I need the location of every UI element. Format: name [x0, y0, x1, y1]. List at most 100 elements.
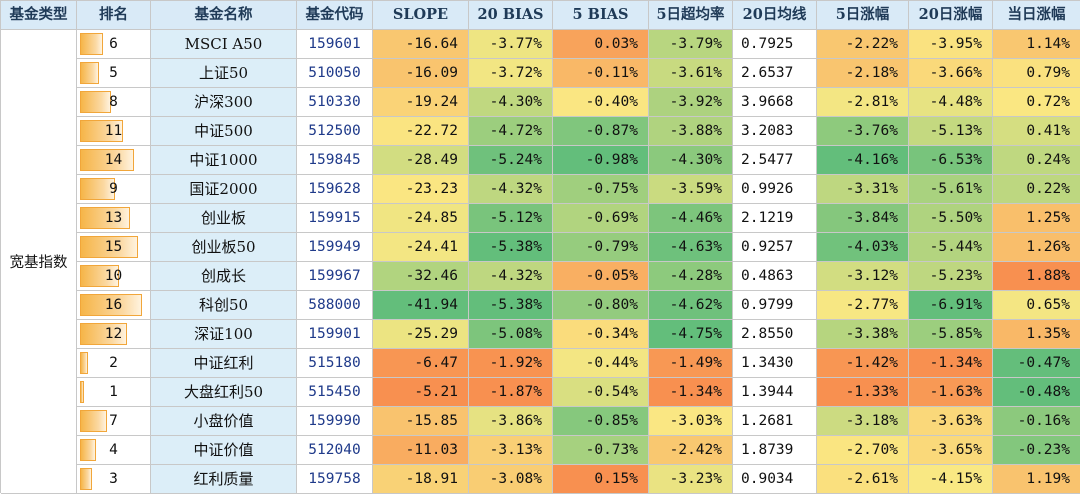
rank-value: 2: [109, 355, 118, 371]
bias20-cell: -5.08%: [469, 320, 553, 349]
rank-databar: [80, 178, 115, 200]
rank-cell: 12: [77, 320, 151, 349]
bias20-cell: -4.72%: [469, 117, 553, 146]
super5-cell: -3.88%: [649, 117, 733, 146]
fund-name[interactable]: 创成长: [151, 262, 297, 291]
fund-code[interactable]: 159990: [297, 407, 373, 436]
super5-cell: -3.59%: [649, 175, 733, 204]
bias5-cell: -0.75%: [553, 175, 649, 204]
rank-databar: [80, 294, 142, 316]
bias20-cell: -3.77%: [469, 30, 553, 59]
fund-name[interactable]: 创业板: [151, 204, 297, 233]
fund-code[interactable]: 159628: [297, 175, 373, 204]
header-chg1[interactable]: 当日涨幅: [993, 1, 1080, 30]
rank-value: 11: [104, 123, 123, 139]
fund-name[interactable]: 中证价值: [151, 436, 297, 465]
rank-databar: [80, 62, 100, 84]
fund-name[interactable]: 中证500: [151, 117, 297, 146]
fund-code[interactable]: 515180: [297, 349, 373, 378]
chg5-cell: -3.12%: [817, 262, 909, 291]
fund-name[interactable]: 大盘红利50: [151, 378, 297, 407]
fund-code[interactable]: 159601: [297, 30, 373, 59]
header-fund-code[interactable]: 基金代码: [297, 1, 373, 30]
header-fund-name[interactable]: 基金名称: [151, 1, 297, 30]
fund-name[interactable]: 沪深300: [151, 88, 297, 117]
ma20-cell: 3.9668: [733, 88, 817, 117]
rank-databar: [80, 381, 84, 403]
super5-cell: -3.23%: [649, 465, 733, 494]
header-fund-type[interactable]: 基金类型: [1, 1, 77, 30]
bias5-cell: -0.44%: [553, 349, 649, 378]
chg20-cell: -5.50%: [909, 204, 993, 233]
fund-code[interactable]: 510330: [297, 88, 373, 117]
fund-code[interactable]: 515450: [297, 378, 373, 407]
fund-code[interactable]: 159967: [297, 262, 373, 291]
fund-name[interactable]: 小盘价值: [151, 407, 297, 436]
rank-cell: 10: [77, 262, 151, 291]
rank-cell: 14: [77, 146, 151, 175]
rank-databar: [80, 207, 131, 229]
chg1-cell: 0.65%: [993, 291, 1080, 320]
super5-cell: -4.62%: [649, 291, 733, 320]
rank-value: 14: [104, 152, 123, 168]
bias5-cell: -0.69%: [553, 204, 649, 233]
ma20-cell: 0.7925: [733, 30, 817, 59]
ma20-cell: 2.5477: [733, 146, 817, 175]
fund-code[interactable]: 159901: [297, 320, 373, 349]
rank-cell: 5: [77, 59, 151, 88]
rank-cell: 3: [77, 465, 151, 494]
fund-name[interactable]: 深证100: [151, 320, 297, 349]
slope-cell: -41.94: [373, 291, 469, 320]
bias20-cell: -5.38%: [469, 291, 553, 320]
fund-name[interactable]: 中证1000: [151, 146, 297, 175]
chg20-cell: -6.91%: [909, 291, 993, 320]
bias5-cell: -0.80%: [553, 291, 649, 320]
rank-cell: 16: [77, 291, 151, 320]
chg1-cell: -0.48%: [993, 378, 1080, 407]
fund-code[interactable]: 159949: [297, 233, 373, 262]
header-bias20[interactable]: 20 BIAS: [469, 1, 553, 30]
bias5-cell: -0.87%: [553, 117, 649, 146]
fund-name[interactable]: MSCI A50: [151, 30, 297, 59]
header-chg5[interactable]: 5日涨幅: [817, 1, 909, 30]
fund-name[interactable]: 科创50: [151, 291, 297, 320]
fund-name[interactable]: 国证2000: [151, 175, 297, 204]
header-bias5[interactable]: 5 BIAS: [553, 1, 649, 30]
bias20-cell: -4.32%: [469, 175, 553, 204]
chg1-cell: 0.24%: [993, 146, 1080, 175]
fund-name[interactable]: 上证50: [151, 59, 297, 88]
rank-cell: 15: [77, 233, 151, 262]
chg5-cell: -2.70%: [817, 436, 909, 465]
fund-code[interactable]: 159845: [297, 146, 373, 175]
chg20-cell: -3.63%: [909, 407, 993, 436]
bias20-cell: -5.12%: [469, 204, 553, 233]
chg20-cell: -4.48%: [909, 88, 993, 117]
bias20-cell: -1.87%: [469, 378, 553, 407]
bias5-cell: -0.11%: [553, 59, 649, 88]
fund-code[interactable]: 588000: [297, 291, 373, 320]
fund-code[interactable]: 510050: [297, 59, 373, 88]
fund-name[interactable]: 创业板50: [151, 233, 297, 262]
fund-code[interactable]: 159758: [297, 465, 373, 494]
rank-value: 1: [109, 384, 118, 400]
chg5-cell: -3.38%: [817, 320, 909, 349]
chg1-cell: 0.72%: [993, 88, 1080, 117]
header-rank[interactable]: 排名: [77, 1, 151, 30]
header-chg20[interactable]: 20日涨幅: [909, 1, 993, 30]
bias5-cell: -0.40%: [553, 88, 649, 117]
header-ma20[interactable]: 20日均线: [733, 1, 817, 30]
fund-code[interactable]: 512500: [297, 117, 373, 146]
rank-databar: [80, 265, 119, 287]
chg1-cell: 0.79%: [993, 59, 1080, 88]
header-super5[interactable]: 5日超均率: [649, 1, 733, 30]
fund-code[interactable]: 159915: [297, 204, 373, 233]
chg5-cell: -3.31%: [817, 175, 909, 204]
fund-name[interactable]: 红利质量: [151, 465, 297, 494]
bias20-cell: -4.32%: [469, 262, 553, 291]
super5-cell: -2.42%: [649, 436, 733, 465]
header-slope[interactable]: SLOPE: [373, 1, 469, 30]
fund-code[interactable]: 512040: [297, 436, 373, 465]
super5-cell: -3.92%: [649, 88, 733, 117]
bias20-cell: -3.13%: [469, 436, 553, 465]
fund-name[interactable]: 中证红利: [151, 349, 297, 378]
